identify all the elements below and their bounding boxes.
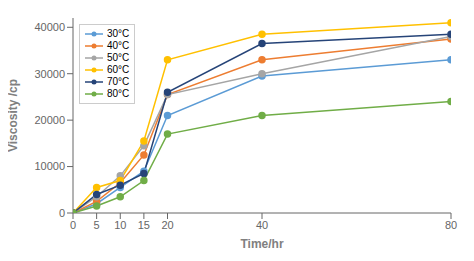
svg-text:20: 20 — [161, 219, 173, 231]
html-text:30°C: 30°C — [107, 28, 130, 39]
html-text:50°C: 50°C — [107, 52, 130, 63]
svg-text:0: 0 — [70, 219, 76, 231]
svg-text:Viscosity /cp: Viscosity /cp — [8, 79, 20, 152]
svg-text:40: 40 — [256, 219, 268, 231]
html-text:80°C: 80°C — [107, 88, 130, 99]
svg-text:10000: 10000 — [34, 160, 65, 172]
svg-text:80: 80 — [445, 219, 457, 231]
html-text:40°C: 40°C — [107, 40, 130, 51]
svg-text:15: 15 — [138, 219, 150, 231]
svg-text:20000: 20000 — [34, 114, 65, 126]
svg-text:40000: 40000 — [34, 21, 65, 33]
html-text:60°C: 60°C — [107, 64, 130, 75]
svg-text:30000: 30000 — [34, 68, 65, 80]
svg-text:5: 5 — [94, 219, 100, 231]
svg-text:0: 0 — [59, 207, 65, 219]
svg-text:Time/hr: Time/hr — [240, 237, 283, 251]
svg-text:10: 10 — [114, 219, 126, 231]
html-text:70°C: 70°C — [107, 76, 130, 87]
